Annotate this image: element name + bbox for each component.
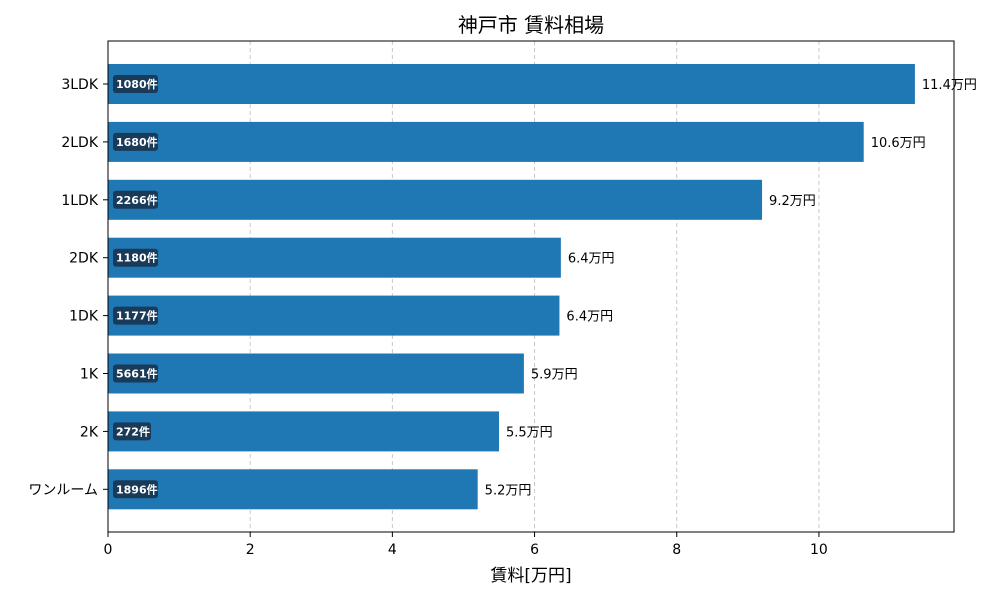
x-tick-label: 10 xyxy=(810,542,828,558)
y-tick-label: 1K xyxy=(80,367,99,383)
count-badge xyxy=(113,132,158,151)
count-label: 272件 xyxy=(116,424,150,438)
bar xyxy=(108,64,915,104)
bar xyxy=(108,179,763,220)
bar-value-label: 9.2万円 xyxy=(769,194,816,209)
bar xyxy=(108,295,560,336)
bar xyxy=(108,353,524,394)
count-badge xyxy=(113,422,151,441)
y-tick-label: 2K xyxy=(80,424,99,440)
bar-value-label: 6.4万円 xyxy=(566,310,613,325)
bar-value-label: 5.2万円 xyxy=(485,483,532,498)
x-tick-label: 2 xyxy=(246,542,255,558)
y-tick-label: 2LDK xyxy=(61,135,98,151)
bar-value-label: 6.4万円 xyxy=(568,252,615,267)
x-tick-label: 4 xyxy=(388,542,397,558)
count-label: 1896件 xyxy=(116,482,158,496)
bar xyxy=(108,411,500,452)
x-axis-label: 賃料[万円] xyxy=(490,566,571,586)
y-tick-label: 1DK xyxy=(69,309,99,325)
bar-value-label: 5.5万円 xyxy=(506,425,553,440)
bar xyxy=(108,121,864,162)
bars: 11.4万円 1080件 10.6万円 1680件 9.2万円 2266件 6.4万円 118… xyxy=(108,64,977,510)
chart-title: 神戸市 賃料相場 xyxy=(458,13,604,37)
count-badge xyxy=(113,248,158,267)
count-label: 1177件 xyxy=(116,309,158,323)
count-label: 1080件 xyxy=(116,77,158,91)
count-label: 1680件 xyxy=(116,135,158,149)
count-label: 1180件 xyxy=(116,251,158,265)
x-tick-label: 8 xyxy=(672,542,681,558)
bar xyxy=(108,237,561,278)
count-badge xyxy=(113,480,158,499)
x-tick-label: 0 xyxy=(104,542,113,558)
x-tick-label: 6 xyxy=(530,542,539,558)
y-tick-label: 1LDK xyxy=(61,193,98,209)
bar-value-label: 10.6万円 xyxy=(871,136,926,151)
count-badge xyxy=(113,364,158,383)
bar-value-label: 5.9万円 xyxy=(531,368,578,383)
bar xyxy=(108,469,478,510)
y-tick-label: ワンルーム xyxy=(28,482,98,498)
count-badge xyxy=(113,190,158,209)
y-tick-label: 2DK xyxy=(69,251,99,267)
bar-value-label: 11.4万円 xyxy=(922,78,977,93)
y-tick-label: 3LDK xyxy=(61,77,98,93)
x-axis-ticks: 0 2 4 6 8 10 xyxy=(104,532,828,558)
y-axis-ticks: 3LDK 2LDK 1LDK 2DK 1DK 1K 2K ワンルーム xyxy=(28,77,108,498)
plot-frame xyxy=(107,40,955,533)
count-badge xyxy=(113,75,158,93)
count-badge xyxy=(113,306,158,325)
count-label: 5661件 xyxy=(116,367,158,381)
count-label: 2266件 xyxy=(116,193,158,207)
grid-lines xyxy=(249,41,820,532)
